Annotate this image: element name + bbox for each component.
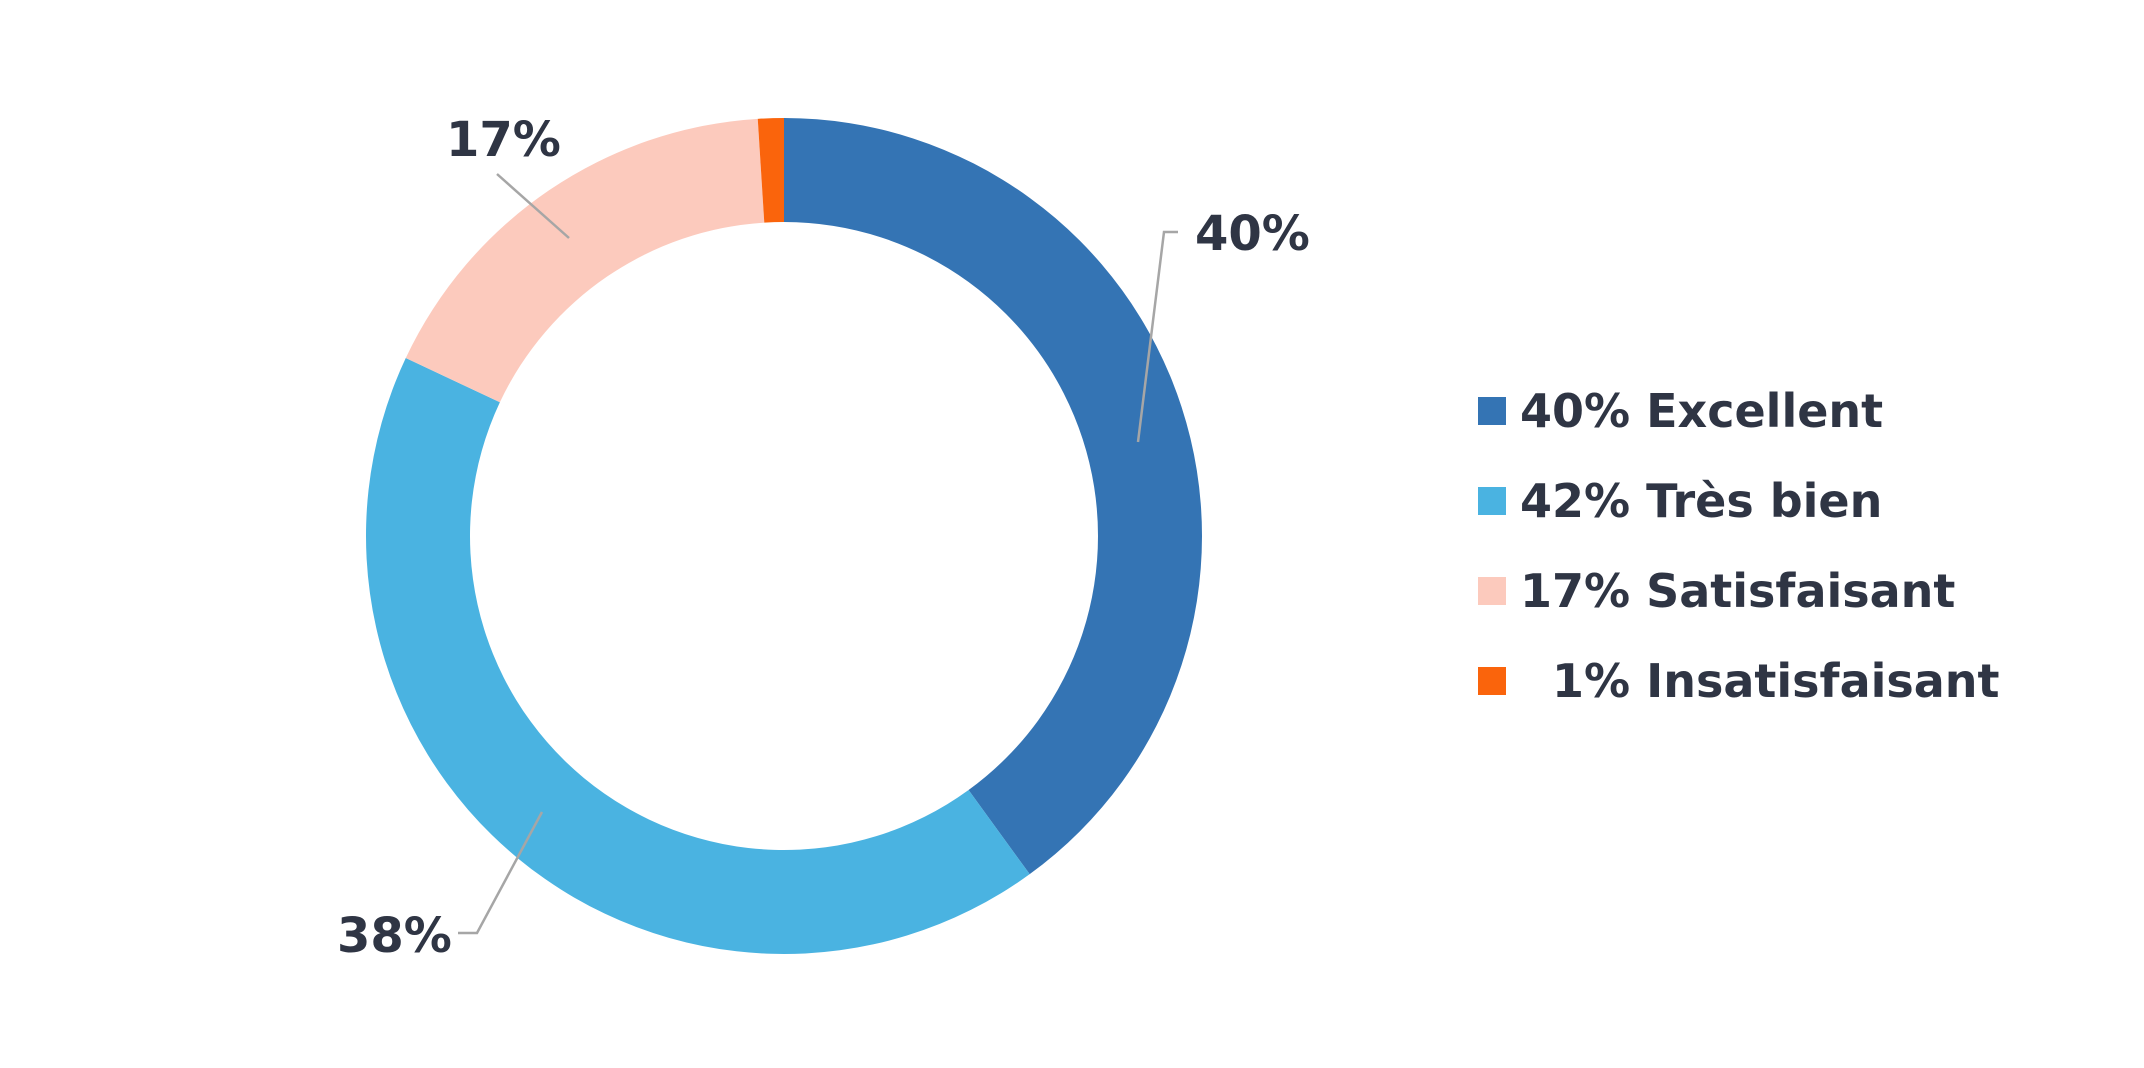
data-labels: 40% 38% 17% xyxy=(337,112,1310,964)
slice-excellent xyxy=(784,118,1202,875)
leader-line-satisfaisant xyxy=(496,173,570,239)
data-label-tres-bien: 38% xyxy=(337,908,452,964)
data-label-excellent: 40% xyxy=(1195,206,1310,262)
donut-slices xyxy=(366,118,1202,954)
legend-item-tres-bien: 42% Très bien xyxy=(1478,456,2000,546)
legend-item-insatisfaisant: 1% Insatisfaisant xyxy=(1478,636,2000,726)
legend-swatch-insatisfaisant xyxy=(1478,667,1506,695)
data-label-satisfaisant: 17% xyxy=(446,112,561,168)
legend-label-tres-bien: 42% Très bien xyxy=(1520,474,1883,528)
slice-satisfaisant xyxy=(405,118,765,403)
slice-insatisfaisant xyxy=(757,118,784,223)
legend-swatch-tres-bien xyxy=(1478,487,1506,515)
legend-label-excellent: 40% Excellent xyxy=(1520,384,1884,438)
slice-tres-bien xyxy=(366,358,1030,954)
leader-line-tres-bien xyxy=(458,811,544,935)
legend-item-satisfaisant: 17% Satisfaisant xyxy=(1478,546,2000,636)
legend-item-excellent: 40% Excellent xyxy=(1478,366,2000,456)
chart-legend: 40% Excellent 42% Très bien 17% Satisfai… xyxy=(1478,366,2000,726)
legend-swatch-excellent xyxy=(1478,397,1506,425)
legend-swatch-satisfaisant xyxy=(1478,577,1506,605)
leader-line-excellent xyxy=(1136,230,1178,443)
legend-label-insatisfaisant: 1% Insatisfaisant xyxy=(1520,654,2000,708)
legend-label-satisfaisant: 17% Satisfaisant xyxy=(1520,564,1956,618)
